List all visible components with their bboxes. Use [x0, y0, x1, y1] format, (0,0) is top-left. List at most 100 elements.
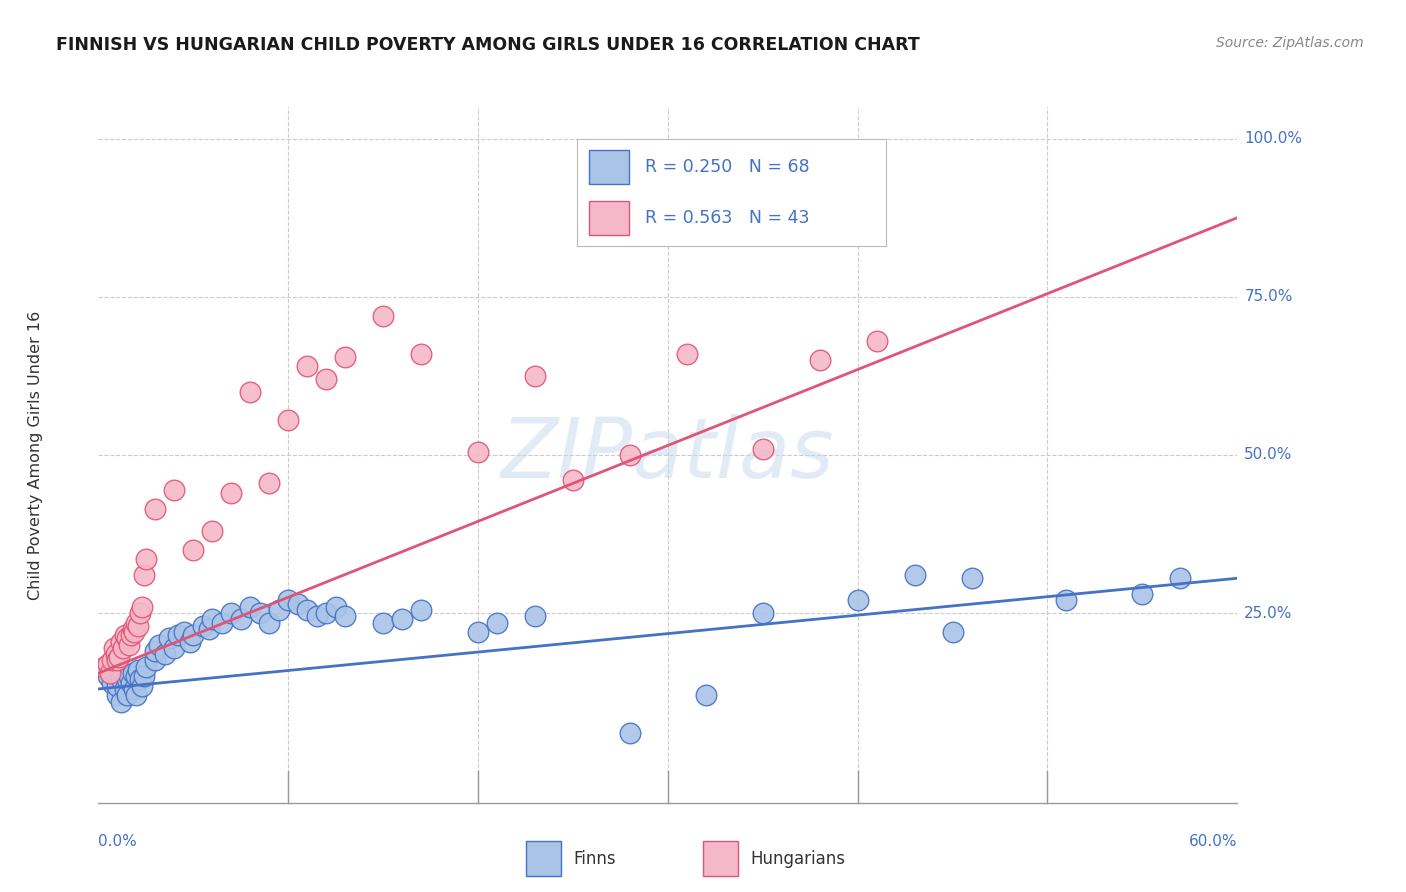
Point [201, 524, 224, 538]
Point [103, 657, 125, 671]
Point [866, 334, 889, 348]
Point [114, 628, 136, 642]
Point [153, 647, 176, 661]
Point [148, 638, 170, 652]
Point [110, 673, 132, 687]
Text: FINNISH VS HUNGARIAN CHILD POVERTY AMONG GIRLS UNDER 16 CORRELATION CHART: FINNISH VS HUNGARIAN CHILD POVERTY AMONG… [56, 36, 920, 54]
Point [267, 603, 290, 617]
Point [371, 615, 394, 630]
Point [1132, 587, 1154, 601]
Point [107, 653, 129, 667]
Bar [526, 841, 561, 876]
Point [157, 632, 180, 646]
Point [183, 542, 205, 557]
Point [562, 473, 585, 487]
Point [127, 618, 149, 632]
Point [315, 606, 337, 620]
Point [960, 571, 983, 585]
Point [125, 688, 148, 702]
Point [229, 612, 252, 626]
Point [297, 603, 319, 617]
Point [163, 640, 186, 655]
Point [104, 666, 127, 681]
Point [201, 612, 224, 626]
Text: 100.0%: 100.0% [1244, 131, 1302, 146]
Point [108, 663, 131, 677]
Point [112, 640, 135, 655]
Bar [703, 841, 738, 876]
Point [391, 612, 413, 626]
Point [695, 688, 717, 702]
Point [752, 606, 775, 620]
Point [676, 347, 699, 361]
Point [524, 609, 547, 624]
Point [163, 483, 186, 497]
Point [127, 663, 149, 677]
Point [411, 603, 433, 617]
Point [259, 615, 281, 630]
Point [619, 726, 641, 740]
Point [120, 628, 142, 642]
Point [371, 309, 394, 323]
Text: 50.0%: 50.0% [1244, 448, 1292, 462]
Point [114, 681, 136, 696]
Point [115, 673, 138, 687]
Point [335, 350, 357, 364]
Point [259, 476, 281, 491]
Text: R = 0.250   N = 68: R = 0.250 N = 68 [645, 158, 810, 176]
Point [104, 647, 127, 661]
Point [325, 599, 347, 614]
Point [107, 688, 129, 702]
Point [173, 625, 195, 640]
Point [103, 640, 125, 655]
Point [752, 442, 775, 456]
Point [239, 384, 262, 399]
Point [846, 593, 869, 607]
Point [98, 666, 121, 681]
Point [197, 622, 219, 636]
Point [942, 625, 965, 640]
Point [110, 634, 132, 648]
Point [115, 632, 138, 646]
Text: R = 0.563   N = 43: R = 0.563 N = 43 [645, 210, 810, 227]
Point [107, 679, 129, 693]
Point [129, 673, 152, 687]
Point [110, 695, 132, 709]
Point [191, 618, 214, 632]
Point [118, 638, 141, 652]
Point [211, 615, 233, 630]
Text: 75.0%: 75.0% [1244, 289, 1292, 304]
Point [467, 444, 489, 458]
Point [98, 663, 121, 677]
Point [132, 568, 155, 582]
Point [97, 657, 120, 671]
Point [305, 609, 328, 624]
Bar [589, 202, 630, 235]
Point [145, 644, 167, 658]
Text: 25.0%: 25.0% [1244, 606, 1292, 621]
Text: 60.0%: 60.0% [1189, 834, 1237, 849]
Point [121, 622, 143, 636]
Point [145, 653, 167, 667]
Text: Hungarians: Hungarians [751, 849, 845, 868]
Point [249, 606, 271, 620]
Point [524, 368, 547, 383]
Point [131, 679, 153, 693]
Point [411, 347, 433, 361]
Point [118, 669, 141, 683]
Point [132, 669, 155, 683]
Point [287, 597, 309, 611]
Point [221, 486, 243, 500]
Point [486, 615, 509, 630]
Point [124, 681, 146, 696]
Point [125, 669, 148, 683]
Point [221, 606, 243, 620]
Text: Source: ZipAtlas.com: Source: ZipAtlas.com [1216, 36, 1364, 50]
Point [135, 552, 157, 566]
Point [183, 628, 205, 642]
Point [619, 448, 641, 462]
Point [335, 609, 357, 624]
Text: Child Poverty Among Girls Under 16: Child Poverty Among Girls Under 16 [28, 310, 42, 599]
Point [277, 593, 299, 607]
Point [467, 625, 489, 640]
